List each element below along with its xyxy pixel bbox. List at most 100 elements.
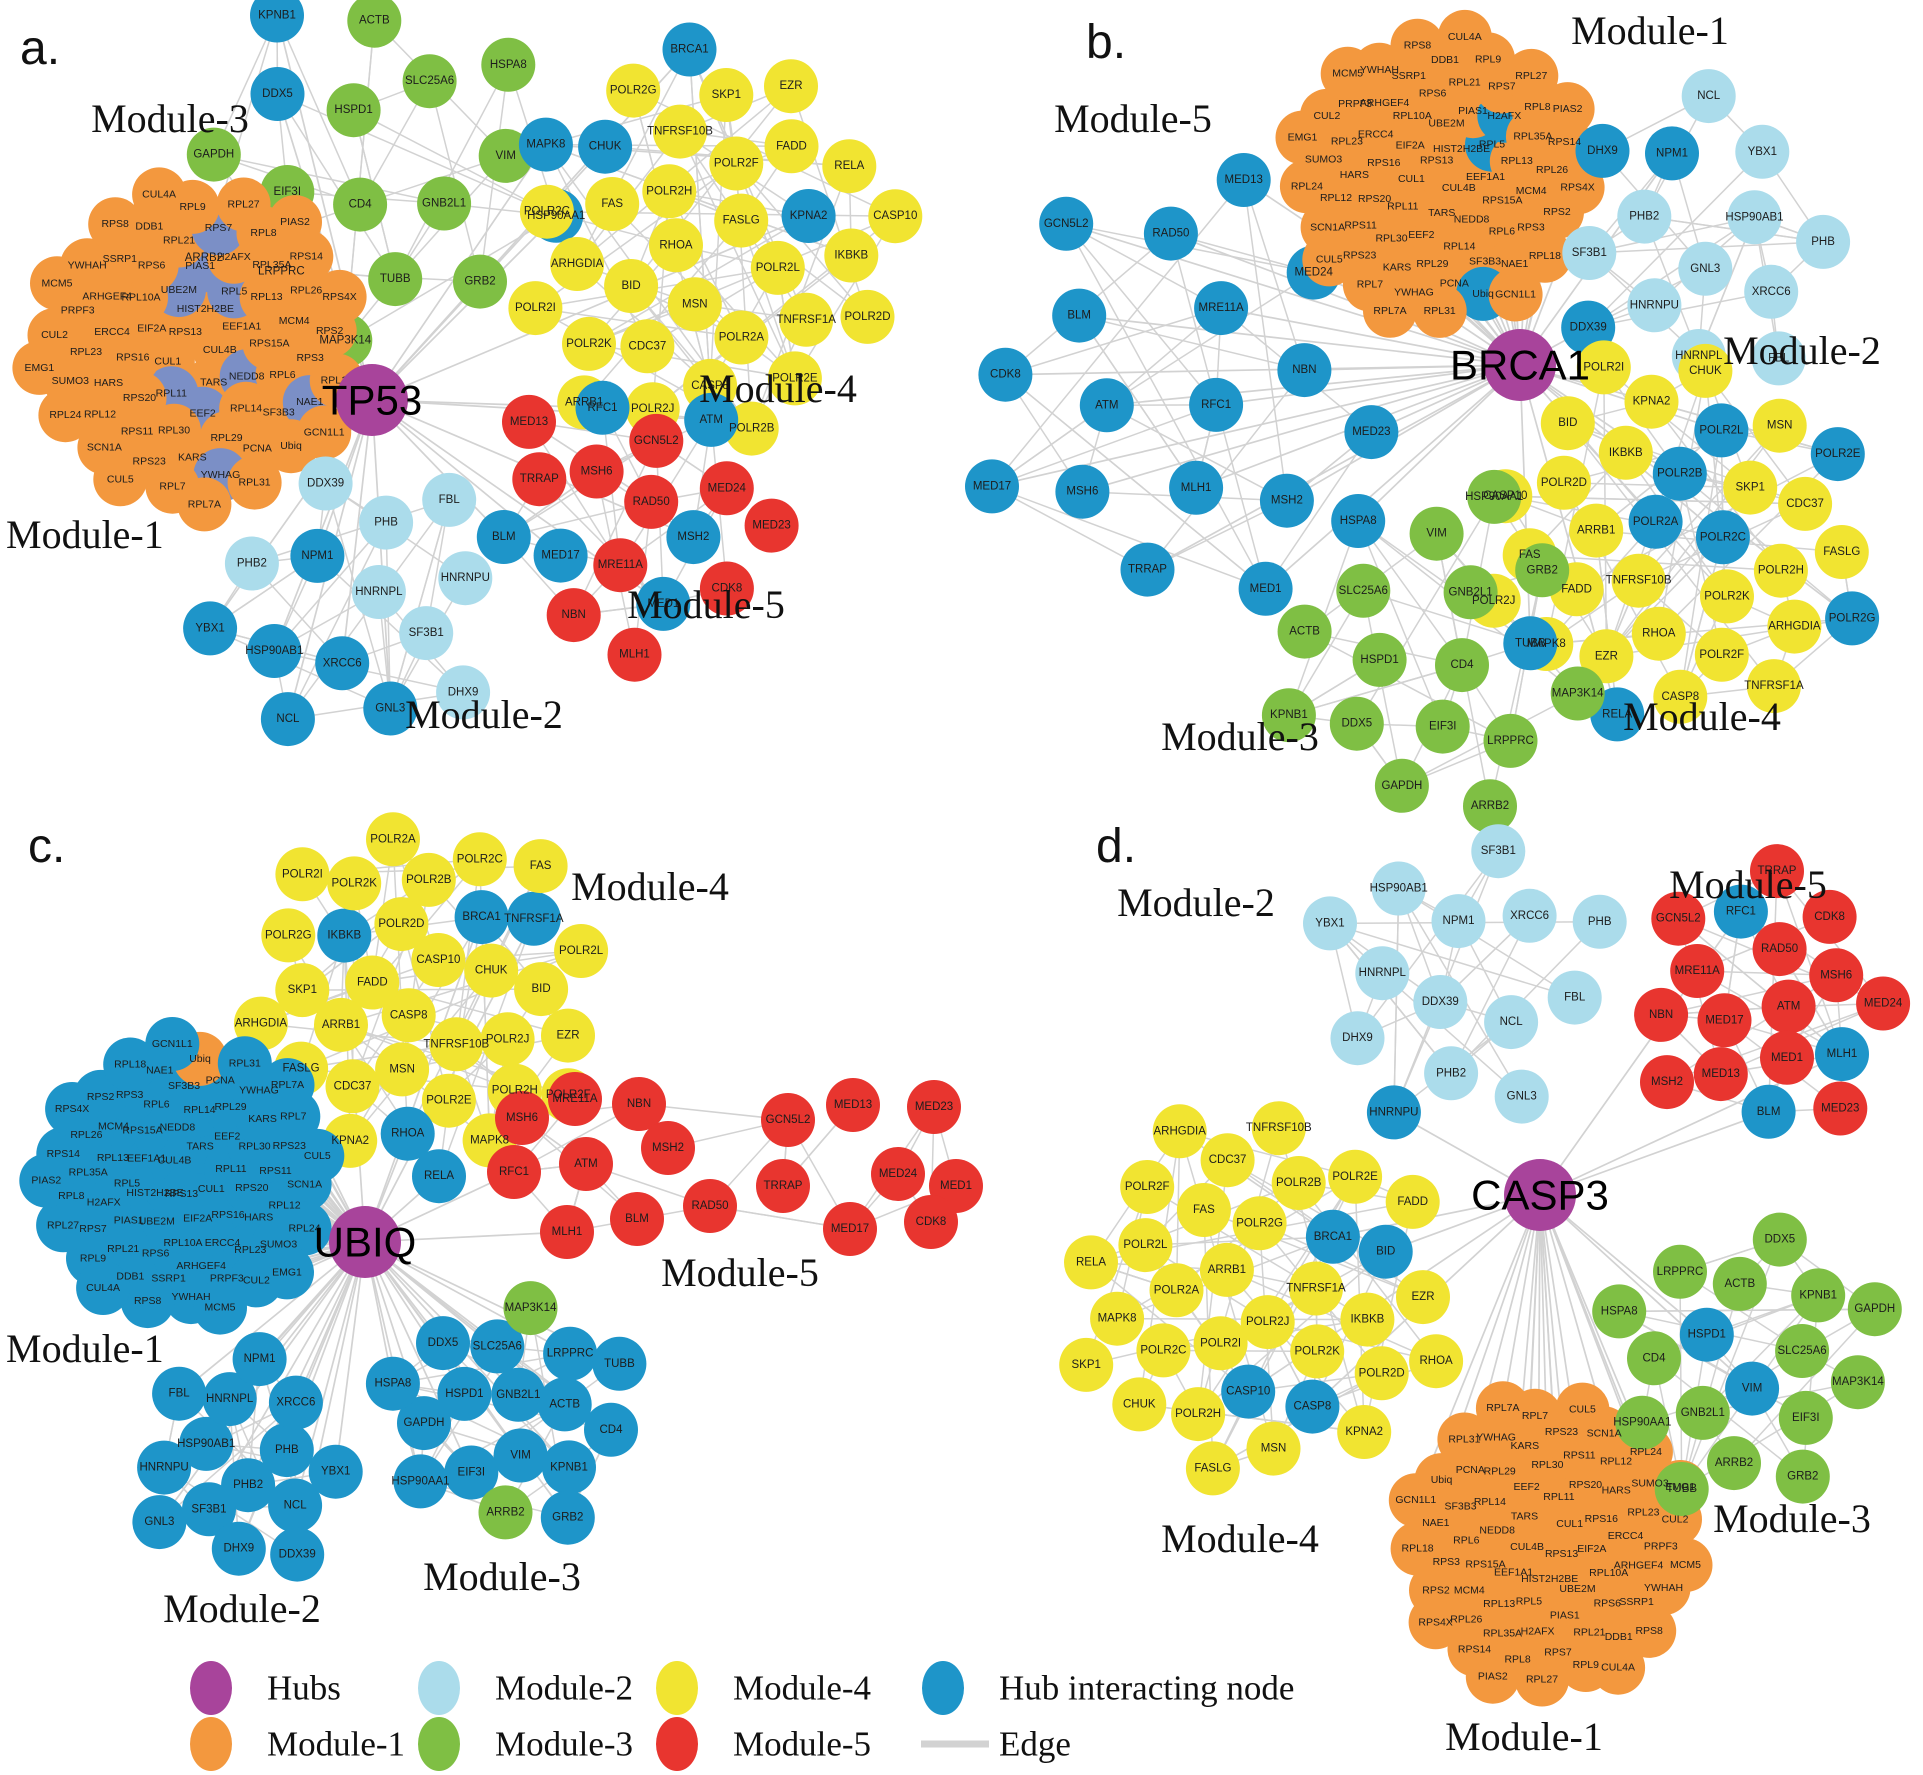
node-POLR2E <box>1328 1149 1383 1204</box>
hub-edge <box>1539 1111 1769 1196</box>
node-label-FASLG: FASLG <box>1194 1462 1231 1474</box>
node-DDX5 <box>250 67 305 121</box>
node-label-RPL7A: RPL7A <box>1486 1402 1519 1414</box>
node-SLC25A6 <box>1775 1324 1830 1378</box>
module-title-c-Module-2: Module-2 <box>163 1586 321 1631</box>
module-title-a-Module-5: Module-5 <box>627 582 785 627</box>
node-CUL5 <box>290 1128 345 1183</box>
node-label-MSH6: MSH6 <box>506 1112 538 1124</box>
node-MSH2 <box>1259 473 1314 528</box>
node-label-Ubiq: Ubiq <box>1472 288 1494 300</box>
node-label-RHOA: RHOA <box>391 1128 425 1140</box>
node-MED24 <box>1856 976 1911 1031</box>
node-label-RPS16: RPS16 <box>1585 1513 1618 1525</box>
module-title-d-Module-1: Module-1 <box>1445 1714 1603 1759</box>
node-label-RPL30: RPL30 <box>1531 1459 1563 1471</box>
node-label-RPS15A: RPS15A <box>249 337 289 349</box>
node-label-DHX9: DHX9 <box>1342 1032 1373 1044</box>
node-label-HNRNPL: HNRNPL <box>355 586 403 598</box>
node-label-BLM: BLM <box>1757 1106 1781 1118</box>
node-DDX5 <box>1752 1212 1807 1267</box>
node-label-CDC37: CDC37 <box>1786 498 1824 510</box>
node-label-EIF2A: EIF2A <box>137 322 166 334</box>
node-label-PIAS2: PIAS2 <box>31 1175 61 1187</box>
node-label-RPL23: RPL23 <box>1331 135 1363 147</box>
node-label-BID: BID <box>1376 1246 1395 1258</box>
edge <box>1679 537 1724 697</box>
legend-swatch-module-4 <box>656 1661 698 1715</box>
node-label-MED24: MED24 <box>879 1168 918 1180</box>
node-label-RPL31: RPL31 <box>1424 305 1456 317</box>
node-IKBKB <box>317 908 372 963</box>
node-label-TARS: TARS <box>186 1140 213 1152</box>
edge <box>209 627 391 710</box>
node-label-CHUK: CHUK <box>475 965 508 977</box>
node-label-HSPD1: HSPD1 <box>1688 1329 1726 1341</box>
node-label-RPL12: RPL12 <box>84 408 116 420</box>
node-BID <box>514 962 569 1017</box>
node-POLR2G <box>606 63 661 118</box>
node-ATM <box>684 392 739 447</box>
node-POLR2F <box>709 136 764 191</box>
node-label-MAPK8: MAPK8 <box>1098 1313 1137 1325</box>
node-label-PRPF3: PRPF3 <box>210 1273 244 1285</box>
node-FBL <box>422 472 477 527</box>
node-KPNB1 <box>542 1440 596 1495</box>
node-label-RPL9: RPL9 <box>1475 53 1501 65</box>
node-RFC1 <box>1713 884 1768 939</box>
node-SKP1 <box>699 68 754 122</box>
node-EMG1 <box>1275 110 1330 165</box>
node-label-MRE11A: MRE11A <box>598 559 643 571</box>
node-MED1 <box>1760 1030 1814 1085</box>
node-label-RAD50: RAD50 <box>1761 943 1798 955</box>
node-IKBKB <box>824 228 879 283</box>
node-label-RFC1: RFC1 <box>587 402 617 414</box>
node-label-FBL: FBL <box>169 1388 191 1400</box>
node-label-SSRP1: SSRP1 <box>1392 70 1427 82</box>
node-label-Ubiq: Ubiq <box>1431 1474 1453 1486</box>
node-label-RPL6: RPL6 <box>143 1098 169 1110</box>
node-GCN1L1 <box>297 405 352 460</box>
node-label-ACTB: ACTB <box>1724 1278 1755 1290</box>
node-label-YWHAG: YWHAG <box>239 1085 279 1097</box>
node-label-MED23: MED23 <box>915 1101 953 1113</box>
node-label-DDB1: DDB1 <box>135 221 163 233</box>
node-label-MCM4: MCM4 <box>98 1120 129 1132</box>
node-KPNA2 <box>1624 374 1679 429</box>
node-label-PHB: PHB <box>275 1444 299 1456</box>
edge <box>1304 630 1511 742</box>
node-ATM <box>559 1137 613 1191</box>
node-POLR2A <box>714 310 769 365</box>
node-GCN1L1 <box>1488 267 1543 322</box>
node-MAPK8 <box>1090 1291 1145 1346</box>
node-POLR2A <box>1628 494 1683 549</box>
node-label-RPL27: RPL27 <box>47 1219 79 1231</box>
legend: Hubs Module-1 Module-2 Module-3 Module-4 Modu… <box>190 1661 1294 1771</box>
node-BID <box>1540 396 1595 451</box>
node-PHB <box>1572 894 1627 949</box>
node-CHUK <box>464 943 519 998</box>
node-label-RPL24: RPL24 <box>49 409 81 421</box>
node-RFC1 <box>575 380 630 435</box>
edge <box>1226 1269 1437 1362</box>
node-POLR2G <box>1232 1196 1287 1251</box>
node-label-POLR2C: POLR2C <box>457 853 503 865</box>
node-label-NEDD8: NEDD8 <box>160 1122 196 1134</box>
edge <box>991 404 1217 488</box>
node-label-SSRP1: SSRP1 <box>103 253 138 265</box>
node-label-CUL4B: CUL4B <box>1510 1541 1544 1553</box>
node-PHB <box>259 1423 314 1478</box>
node-label-YWHAH: YWHAH <box>1644 1582 1683 1594</box>
node-label-PRPF3: PRPF3 <box>1644 1541 1678 1553</box>
node-TNFRSF10B <box>1611 553 1666 608</box>
node-label-SLC25A6: SLC25A6 <box>473 1340 522 1352</box>
panel-a: CD4 HSPD1 GNB2L1 EIF3I SLC25A6 TUBB DDX5 VIM LRP… <box>6 0 923 747</box>
node-RHOA <box>1409 1334 1464 1389</box>
node-GAPDH <box>1374 758 1429 813</box>
node-label-CDK8: CDK8 <box>1814 911 1845 923</box>
node-XRCC6 <box>315 636 370 691</box>
node-label-EEF1A1: EEF1A1 <box>127 1153 166 1165</box>
node-SF3B1 <box>1562 226 1617 280</box>
legend-label-module-5: Module-5 <box>733 1725 871 1764</box>
node-label-YWHAG: YWHAG <box>201 469 241 481</box>
